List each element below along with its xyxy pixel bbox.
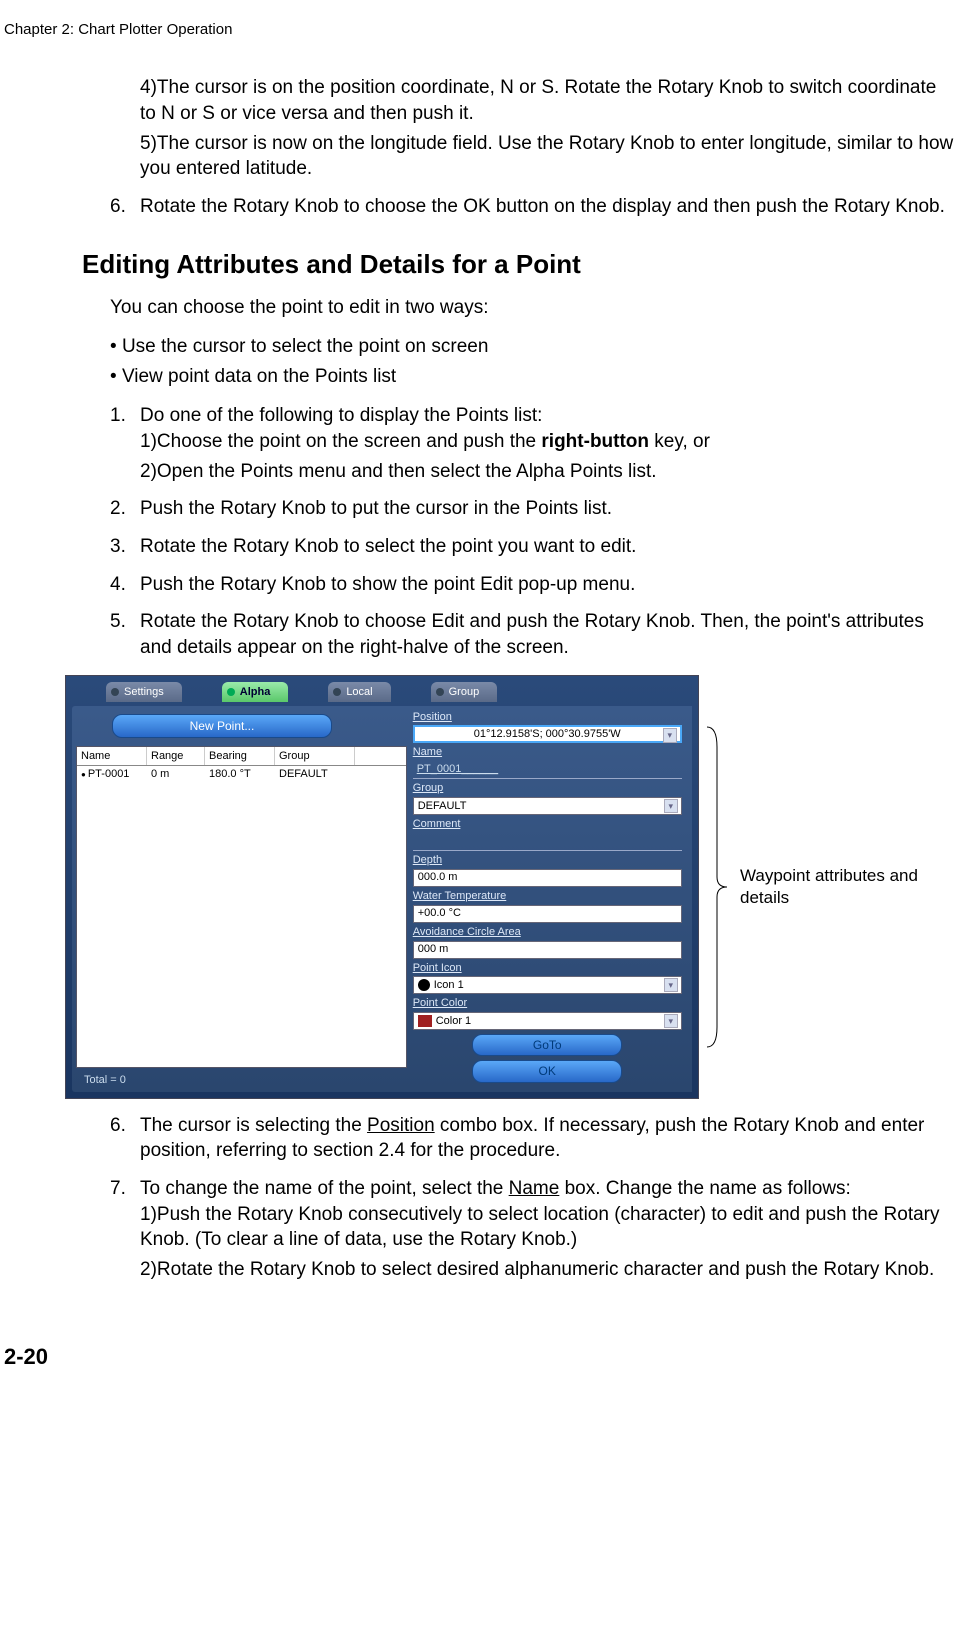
icon-input[interactable]: Icon 1: [413, 976, 682, 994]
new-point-button[interactable]: New Point...: [112, 714, 332, 738]
step-4: 4.Push the Rotary Knob to show the point…: [110, 572, 956, 598]
section-title: Editing Attributes and Details for a Poi…: [82, 247, 956, 282]
step-5: 5.Rotate the Rotary Knob to choose Edit …: [110, 609, 956, 660]
step-2: 2.Push the Rotary Knob to put the cursor…: [110, 496, 956, 522]
points-list[interactable]: Name Range Bearing Group PT-0001 0 m 180…: [76, 746, 407, 1068]
step-7-2: 2)Rotate the Rotary Knob to select desir…: [140, 1257, 956, 1283]
avoid-label: Avoidance Circle Area: [413, 925, 682, 940]
tab-local[interactable]: Local: [328, 682, 390, 703]
step-7-1: 1)Push the Rotary Knob consecutively to …: [140, 1202, 956, 1253]
attributes-panel: Position 01°12.9158'S; 000°30.9755'W Nam…: [407, 706, 692, 1092]
name-input[interactable]: PT_0001______: [413, 761, 682, 779]
intro-sub-4: 4)The cursor is on the position coordina…: [140, 75, 956, 126]
icon-label: Point Icon: [413, 961, 682, 976]
chapter-header: Chapter 2: Chart Plotter Operation: [0, 20, 966, 40]
group-input[interactable]: DEFAULT: [413, 797, 682, 815]
brace-icon: [699, 717, 736, 1057]
list-row[interactable]: PT-0001 0 m 180.0 °T DEFAULT: [77, 766, 406, 783]
step-1-1: 1)Choose the point on the screen and pus…: [140, 429, 956, 455]
color-label: Point Color: [413, 996, 682, 1011]
page-number: 2-20: [0, 1342, 966, 1372]
list-header: Name Range Bearing Group: [77, 747, 406, 767]
points-screen: Settings Alpha Local Group New Point... …: [65, 675, 699, 1099]
avoid-input[interactable]: 000 m: [413, 941, 682, 959]
step-6: 6.The cursor is selecting the Position c…: [110, 1113, 956, 1164]
name-label: Name: [413, 745, 682, 760]
depth-input[interactable]: 000.0 m: [413, 869, 682, 887]
tab-alpha[interactable]: Alpha: [222, 682, 289, 703]
tab-settings[interactable]: Settings: [106, 682, 182, 703]
point-color-swatch: [418, 1015, 432, 1027]
step-7: 7.To change the name of the point, selec…: [110, 1176, 956, 1202]
group-label: Group: [413, 781, 682, 796]
depth-label: Depth: [413, 853, 682, 868]
step-3: 3.Rotate the Rotary Knob to select the p…: [110, 534, 956, 560]
ok-button[interactable]: OK: [472, 1060, 622, 1082]
goto-button[interactable]: GoTo: [472, 1034, 622, 1056]
point-icon-swatch: [418, 979, 430, 991]
comment-input[interactable]: [413, 833, 682, 851]
intro-sub-5: 5)The cursor is now on the longitude fie…: [140, 131, 956, 182]
bullet-1: Use the cursor to select the point on sc…: [110, 334, 956, 360]
comment-label: Comment: [413, 817, 682, 832]
position-input[interactable]: 01°12.9158'S; 000°30.9755'W: [413, 725, 682, 743]
bullet-2: View point data on the Points list: [110, 364, 956, 390]
color-input[interactable]: Color 1: [413, 1012, 682, 1030]
intro-step-6: 6.Rotate the Rotary Knob to choose the O…: [110, 194, 956, 220]
total-label: Total = 0: [84, 1073, 126, 1088]
step-1: 1.Do one of the following to display the…: [110, 403, 956, 429]
water-label: Water Temperature: [413, 889, 682, 904]
tab-group[interactable]: Group: [431, 682, 498, 703]
annotation-label: Waypoint attributes and details: [740, 865, 956, 909]
position-label: Position: [413, 710, 682, 725]
water-input[interactable]: +00.0 °C: [413, 905, 682, 923]
section-intro: You can choose the point to edit in two …: [110, 295, 956, 321]
step-1-2: 2)Open the Points menu and then select t…: [140, 459, 956, 485]
